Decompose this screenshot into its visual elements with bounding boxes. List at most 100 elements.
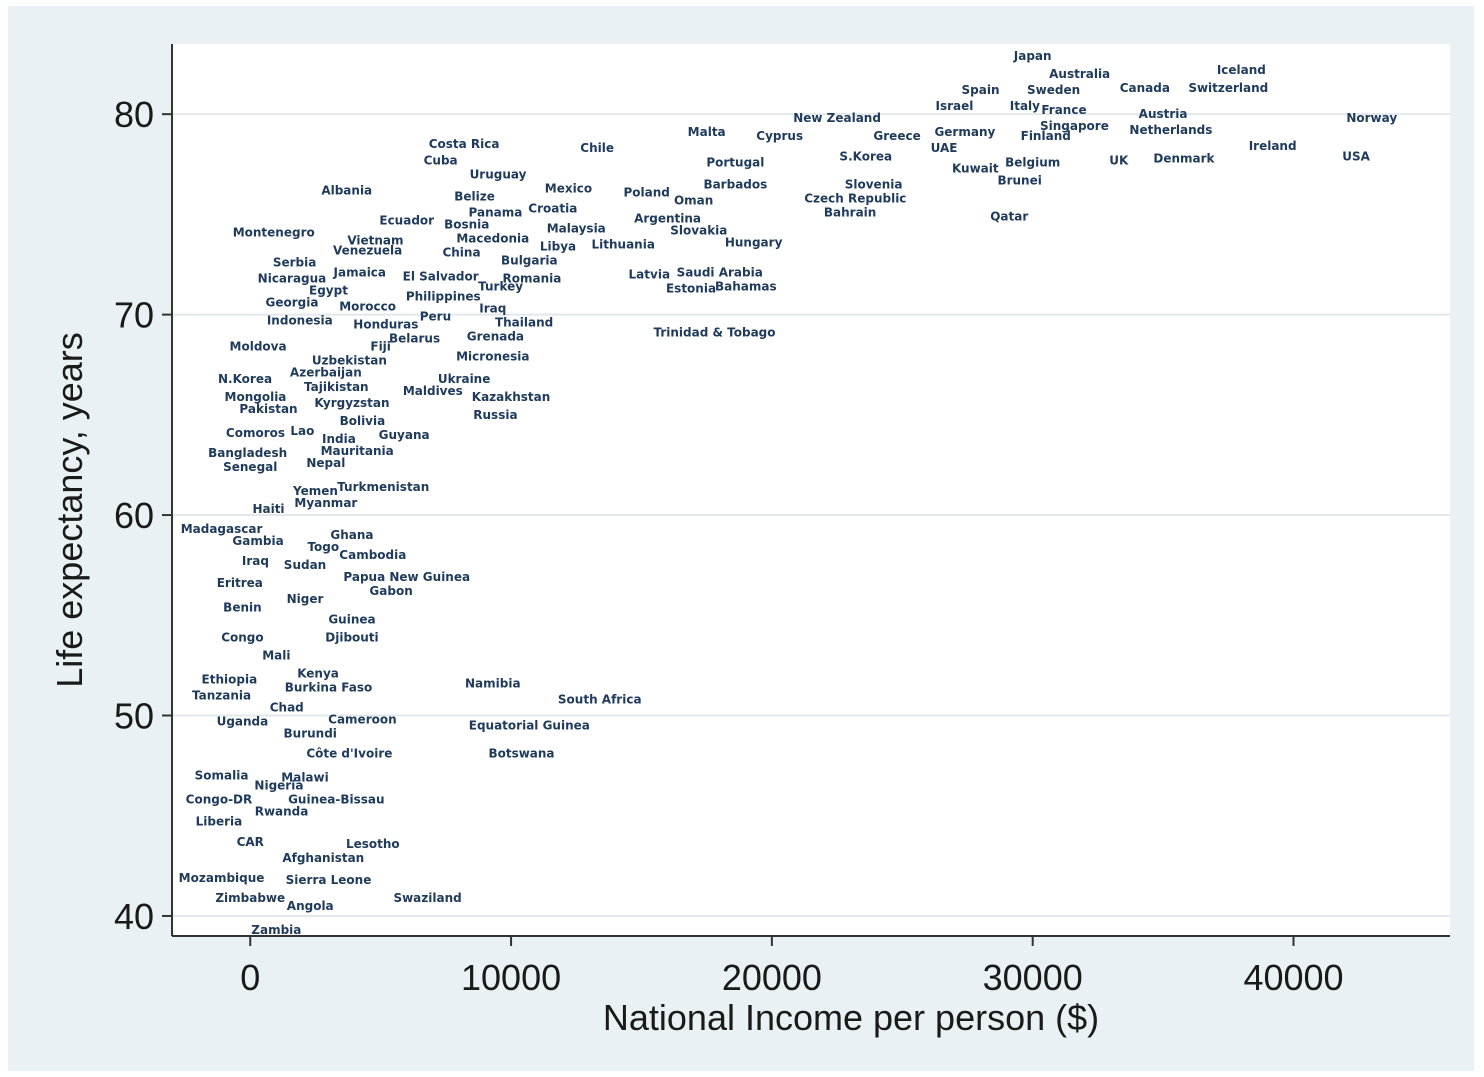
point-label: Cuba xyxy=(424,153,458,167)
point-label: China xyxy=(442,245,480,259)
point-label: Uganda xyxy=(217,715,269,729)
point-label: Cameroon xyxy=(328,713,397,727)
point-label: Haiti xyxy=(252,502,284,516)
point-label: Brunei xyxy=(997,173,1041,187)
point-label: Belize xyxy=(454,189,495,203)
point-label: Slovakia xyxy=(670,223,727,237)
point-label: Congo xyxy=(221,630,263,644)
y-tick-label: 60 xyxy=(114,495,154,536)
x-tick-label: 20000 xyxy=(722,957,822,998)
x-tick-label: 10000 xyxy=(461,957,561,998)
point-label: France xyxy=(1041,103,1086,117)
point-label: Nicaragua xyxy=(258,272,327,286)
point-label: Chile xyxy=(580,141,614,155)
point-label: Georgia xyxy=(265,296,318,310)
point-label: Togo xyxy=(307,540,339,554)
y-tick-label: 70 xyxy=(114,295,154,336)
point-label: N.Korea xyxy=(218,372,272,386)
point-label: Eritrea xyxy=(217,576,263,590)
point-label: Rwanda xyxy=(255,805,309,819)
point-label: Israel xyxy=(936,99,974,113)
point-label: Sweden xyxy=(1027,83,1080,97)
point-label: Tajikistan xyxy=(304,380,369,394)
point-label: Malaysia xyxy=(547,221,606,235)
point-label: Micronesia xyxy=(456,350,529,364)
point-label: Belgium xyxy=(1005,155,1060,169)
point-label: Oman xyxy=(674,193,713,207)
point-label: Ireland xyxy=(1249,139,1297,153)
point-label: Comoros xyxy=(226,426,285,440)
point-label: Venezuela xyxy=(333,243,402,257)
y-tick-label: 50 xyxy=(114,696,154,737)
point-label: Lesotho xyxy=(346,837,400,851)
point-label: S.Korea xyxy=(839,149,892,163)
point-label: Turkey xyxy=(478,280,523,294)
point-label: Zambia xyxy=(251,923,301,937)
point-label: Malawi xyxy=(281,771,328,785)
point-label: Saudi Arabia xyxy=(677,266,763,280)
point-label: Malta xyxy=(688,125,726,139)
point-label: South Africa xyxy=(558,692,642,706)
point-label: Ethiopia xyxy=(202,672,258,686)
point-label: Cambodia xyxy=(339,548,406,562)
point-label: Kazakhstan xyxy=(472,390,551,404)
point-label: Maldives xyxy=(403,384,463,398)
point-label: Burundi xyxy=(284,727,337,741)
point-label: Montenegro xyxy=(233,225,315,239)
point-label: Benin xyxy=(223,600,261,614)
point-label: Portugal xyxy=(706,155,764,169)
point-label: Bulgaria xyxy=(501,253,558,267)
point-label: Serbia xyxy=(273,255,317,269)
point-label: Macedonia xyxy=(456,231,529,245)
point-label: Namibia xyxy=(465,676,521,690)
point-label: Finland xyxy=(1021,129,1071,143)
point-label: Equatorial Guinea xyxy=(469,719,590,733)
point-label: Kyrgyzstan xyxy=(314,396,389,410)
plot-area xyxy=(172,44,1450,936)
point-label: Netherlands xyxy=(1129,123,1212,137)
point-label: Ghana xyxy=(330,528,373,542)
point-label: Sudan xyxy=(284,558,326,572)
point-label: Tanzania xyxy=(192,688,251,702)
point-label: Liberia xyxy=(196,815,243,829)
point-label: Libya xyxy=(540,239,576,253)
point-label: Azerbaijan xyxy=(290,366,362,380)
x-axis-title: National Income per person ($) xyxy=(603,997,1099,1038)
point-label: Albania xyxy=(321,183,372,197)
point-label: Kenya xyxy=(297,666,339,680)
point-label: Senegal xyxy=(223,460,277,474)
point-label: Chad xyxy=(270,700,304,714)
point-label: Ukraine xyxy=(438,372,491,386)
point-label: Thailand xyxy=(495,316,553,330)
gridlines xyxy=(172,113,1450,917)
point-label: Bangladesh xyxy=(208,446,287,460)
point-label: CAR xyxy=(237,835,264,849)
point-label: Angola xyxy=(287,899,334,913)
point-label: Austria xyxy=(1139,107,1188,121)
point-label: Papua New Guinea xyxy=(343,570,470,584)
point-label: Bosnia xyxy=(444,217,489,231)
point-label: Cyprus xyxy=(756,129,803,143)
point-label: Singapore xyxy=(1040,119,1109,133)
point-label: Moldova xyxy=(230,340,287,354)
point-label: Sierra Leone xyxy=(286,873,372,887)
point-label: USA xyxy=(1342,149,1370,163)
point-label: New Zealand xyxy=(793,111,881,125)
point-label: Nepal xyxy=(306,456,345,470)
point-label: Iraq xyxy=(479,302,506,316)
point-label: Bahrain xyxy=(824,205,876,219)
point-label: Morocco xyxy=(339,300,396,314)
point-label: Myanmar xyxy=(294,496,357,510)
point-label: Philippines xyxy=(406,290,481,304)
point-label: Turkmenistan xyxy=(337,480,429,494)
point-label: Bahamas xyxy=(715,280,777,294)
point-label: Qatar xyxy=(990,209,1028,223)
point-label: Somalia xyxy=(195,769,249,783)
point-label: Grenada xyxy=(467,330,524,344)
point-label: Pakistan xyxy=(239,402,297,416)
point-label: Mozambique xyxy=(179,871,265,885)
point-label: Croatia xyxy=(528,201,577,215)
point-label: Mongolia xyxy=(225,390,287,404)
